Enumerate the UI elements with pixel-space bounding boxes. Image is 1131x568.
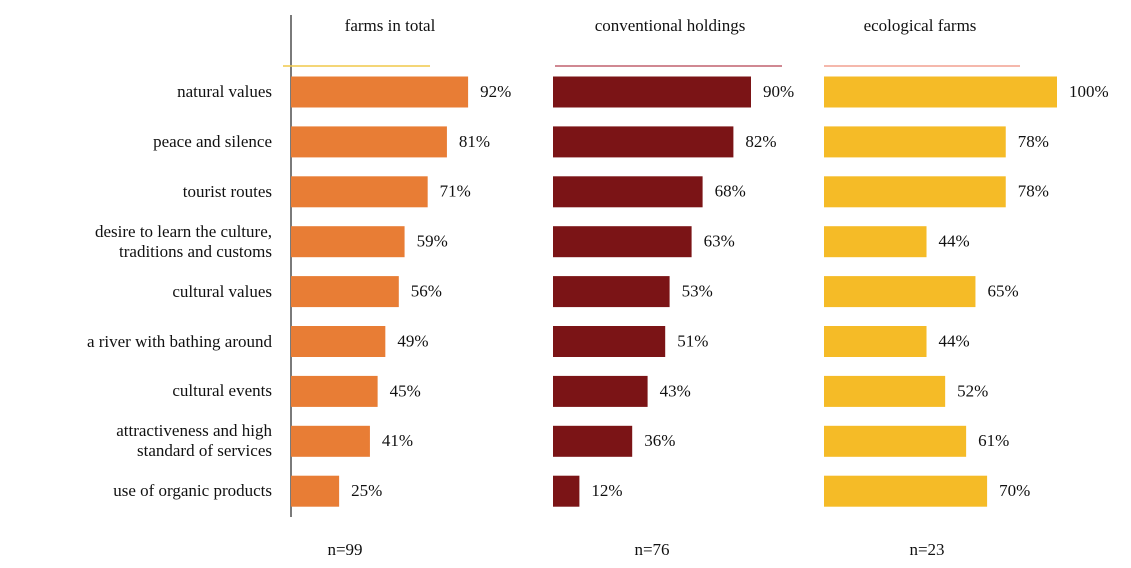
category-label: desire to learn the culture, traditions … (94, 221, 272, 261)
value-label: 68% (715, 182, 746, 201)
bar (824, 276, 976, 308)
value-label: 36% (644, 431, 675, 450)
bar (291, 276, 399, 308)
bar (553, 475, 580, 507)
category-label: peace and silence (153, 131, 272, 151)
bar (553, 226, 692, 258)
value-label: 53% (682, 282, 713, 301)
panel-title: farms in total (345, 16, 436, 35)
category-label: natural values (177, 82, 272, 101)
bar (291, 176, 428, 208)
value-label: 44% (939, 232, 970, 251)
bar (553, 375, 648, 407)
value-label: 61% (978, 431, 1009, 450)
value-label: 49% (397, 331, 428, 350)
value-label: 92% (480, 82, 511, 101)
value-label: 63% (704, 232, 735, 251)
value-label: 12% (591, 481, 622, 500)
value-label: 78% (1018, 132, 1049, 151)
sample-size: n=23 (909, 540, 944, 559)
value-label: 78% (1018, 182, 1049, 201)
value-label: 71% (440, 182, 471, 201)
value-label: 90% (763, 82, 794, 101)
value-label: 65% (987, 282, 1018, 301)
value-label: 70% (999, 481, 1030, 500)
category-label: cultural values (172, 281, 272, 301)
category-label: a river with bathing around (86, 331, 272, 351)
bar (824, 425, 967, 457)
bar (291, 126, 447, 158)
bar (553, 326, 666, 357)
value-label: 41% (382, 431, 413, 450)
sample-size: n=76 (634, 540, 669, 559)
value-label: 56% (411, 282, 442, 301)
bar (291, 475, 340, 507)
panel-title: conventional holdings (595, 16, 746, 35)
bar (291, 326, 386, 357)
bar (291, 226, 405, 258)
value-label: 43% (660, 381, 691, 400)
bar (291, 375, 378, 407)
category-label: use of organic products (113, 481, 272, 501)
sample-size: n=99 (327, 540, 362, 559)
value-label: 51% (677, 331, 708, 350)
panel-title: ecological farms (864, 16, 977, 35)
bar (291, 76, 469, 108)
bar (824, 76, 1057, 108)
bar (553, 425, 633, 457)
bar (291, 425, 370, 457)
value-label: 44% (939, 331, 970, 350)
value-label: 45% (390, 381, 421, 400)
bar (824, 126, 1006, 158)
bar (553, 276, 670, 308)
value-label: 59% (417, 232, 448, 251)
bar (824, 375, 946, 407)
value-label: 82% (745, 132, 776, 151)
category-label: tourist routes (182, 181, 272, 201)
bar (824, 176, 1006, 208)
bar (824, 326, 927, 357)
bar (824, 475, 988, 507)
value-label: 25% (351, 481, 382, 500)
bar (553, 176, 703, 208)
value-label: 100% (1069, 82, 1109, 101)
value-label: 52% (957, 381, 988, 400)
bar (824, 226, 927, 258)
bar (553, 126, 734, 158)
category-label: cultural events (172, 381, 272, 401)
bar (553, 76, 751, 108)
value-label: 81% (459, 132, 490, 151)
category-label: attractiveness and high standard of serv… (116, 421, 272, 461)
